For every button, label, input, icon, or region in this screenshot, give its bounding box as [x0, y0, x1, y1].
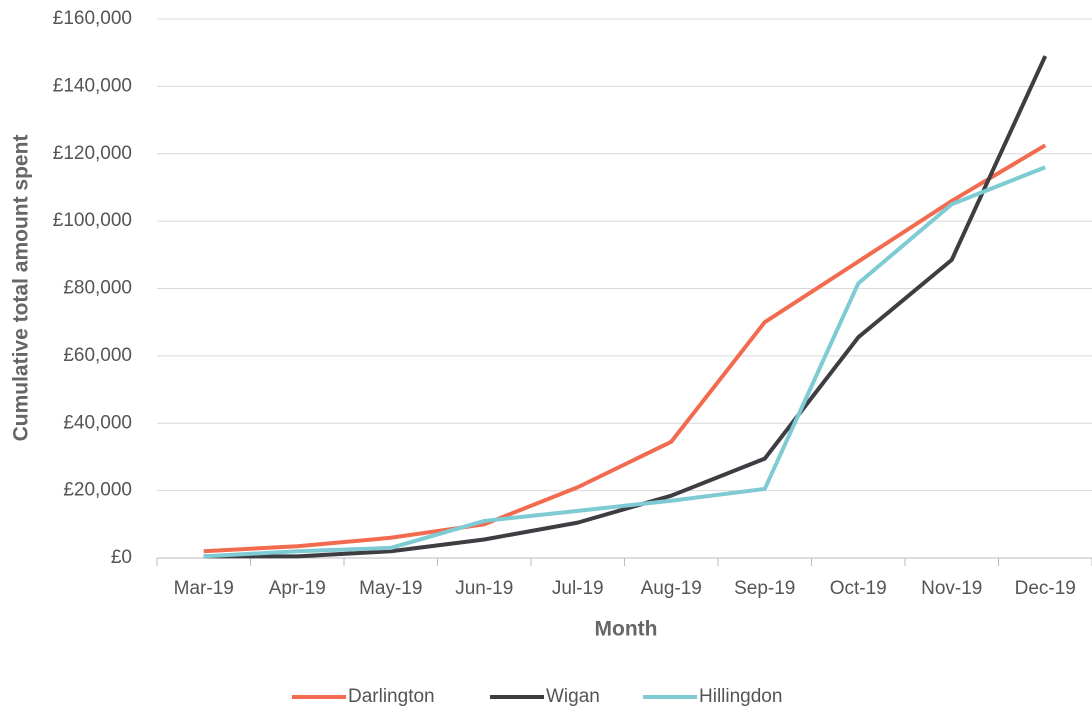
y-tick-label: £140,000: [53, 75, 132, 96]
x-tick-label: Nov-19: [921, 578, 982, 599]
x-tick-label: Mar-19: [174, 578, 234, 599]
y-tick-label: £160,000: [53, 8, 132, 29]
x-tick-label: Dec-19: [1015, 578, 1076, 599]
y-tick-label: £20,000: [63, 480, 132, 501]
x-tick-label: Sep-19: [734, 578, 795, 599]
y-tick-label: £80,000: [63, 278, 132, 299]
y-tick-label: £0: [111, 547, 132, 568]
x-tick-label: Apr-19: [269, 578, 326, 599]
x-tick-label: Jul-19: [552, 578, 604, 599]
legend-label: Wigan: [546, 686, 600, 707]
y-tick-label: £100,000: [53, 210, 132, 231]
y-tick-label: £40,000: [63, 412, 132, 433]
x-tick-label: Jun-19: [455, 578, 513, 599]
x-tick-label: Aug-19: [641, 578, 702, 599]
y-tick-label: £60,000: [63, 345, 132, 366]
line-series: [203, 165, 1046, 559]
y-tick-label: £120,000: [53, 143, 132, 164]
legend-label: Hillingdon: [699, 686, 782, 707]
line-series: [203, 143, 1047, 554]
legend-label: Darlington: [348, 686, 435, 707]
line-series: [203, 55, 1048, 559]
x-tick-label: May-19: [359, 578, 422, 599]
x-axis-title: Month: [595, 618, 658, 641]
x-tick-label: Oct-19: [830, 578, 887, 599]
y-axis-title: Cumulative total amount spent: [10, 135, 33, 442]
